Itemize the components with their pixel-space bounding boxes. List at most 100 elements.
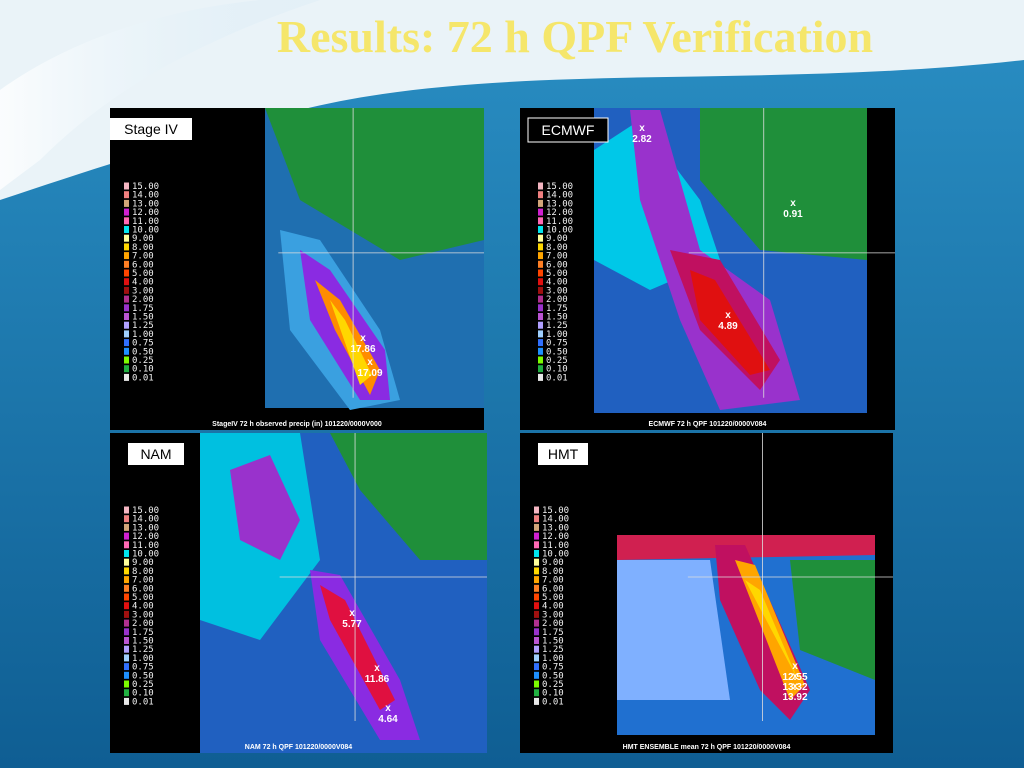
map-panel: 15.0014.0013.0012.0011.0010.009.008.007.… — [520, 108, 895, 430]
max-value: 4.89 — [718, 321, 738, 332]
legend-swatch — [534, 663, 539, 671]
legend-label: 15.00 — [132, 506, 159, 516]
legend-label: 13.00 — [132, 523, 159, 533]
legend-label: 4.00 — [542, 602, 564, 612]
legend-label: 0.01 — [542, 697, 564, 707]
legend-label: 5.00 — [132, 269, 154, 279]
legend-swatch — [124, 689, 129, 697]
max-value: 13.32 — [782, 682, 807, 693]
legend-swatch — [124, 313, 129, 320]
panel-label: HMT — [548, 446, 579, 462]
legend-swatch — [124, 515, 129, 523]
max-value: 17.86 — [350, 344, 375, 355]
legend-label: 1.25 — [542, 645, 564, 655]
precip-area — [330, 300, 372, 385]
precip-area — [230, 455, 300, 560]
state-borders — [688, 108, 895, 398]
legend-swatch — [534, 680, 539, 688]
legend-swatch — [124, 243, 129, 251]
legend-swatch — [124, 532, 129, 540]
legend-swatch — [534, 602, 539, 610]
legend-swatch — [534, 584, 539, 592]
legend-label: 1.00 — [546, 330, 568, 340]
max-value: 2.82 — [632, 134, 652, 145]
legend-label: 9.00 — [542, 558, 564, 568]
precip-area — [320, 585, 395, 710]
panel-label: NAM — [140, 446, 171, 462]
legend-swatch — [538, 295, 543, 303]
legend-swatch — [124, 610, 129, 618]
legend-label: 2.00 — [546, 295, 568, 305]
legend-swatch — [538, 356, 543, 364]
legend-swatch — [538, 217, 543, 225]
legend-label: 13.00 — [546, 199, 573, 209]
legend-label: 1.25 — [132, 645, 154, 655]
legend-swatch — [534, 697, 539, 705]
legend-swatch — [534, 515, 539, 523]
legend-label: 13.00 — [132, 199, 159, 209]
legend-label: 12.00 — [542, 532, 569, 542]
legend-label: 2.00 — [132, 295, 154, 305]
legend-swatch — [124, 619, 129, 627]
legend-label: 14.00 — [132, 191, 159, 201]
legend-swatch — [124, 628, 129, 636]
legend-label: 6.00 — [132, 584, 154, 594]
legend-label: 0.75 — [132, 663, 154, 673]
legend-label: 0.10 — [132, 689, 154, 699]
legend-label: 9.00 — [546, 234, 568, 244]
legend-label: 6.00 — [132, 260, 154, 270]
legend-swatch — [124, 506, 129, 514]
legend-swatch — [124, 226, 129, 233]
legend-label: 7.00 — [132, 576, 154, 586]
legend-label: 3.00 — [542, 610, 564, 620]
legend-label: 11.00 — [132, 217, 159, 227]
legend-swatch — [124, 373, 129, 381]
panel-label: Stage IV — [124, 121, 178, 137]
legend-label: 4.00 — [546, 278, 568, 288]
legend-swatch — [534, 628, 539, 636]
legend-swatch — [124, 576, 129, 584]
legend-swatch — [124, 339, 129, 347]
legend-label: 0.10 — [542, 689, 564, 699]
max-marker: x — [792, 681, 798, 692]
legend-swatch — [534, 550, 539, 557]
legend-label: 5.00 — [546, 269, 568, 279]
legend-label: 6.00 — [546, 260, 568, 270]
legend-label: 1.75 — [546, 304, 568, 314]
legend-swatch — [124, 191, 129, 199]
legend-label: 8.00 — [132, 567, 154, 577]
legend-swatch — [124, 602, 129, 610]
legend-label: 0.50 — [542, 671, 564, 681]
state-borders — [687, 433, 893, 721]
state-borders — [278, 108, 484, 398]
legend-swatch — [534, 558, 539, 566]
legend-label: 1.50 — [132, 313, 154, 323]
legend-label: 14.00 — [132, 515, 159, 525]
legend-swatch — [534, 506, 539, 514]
legend-swatch — [534, 593, 539, 601]
legend-label: 11.00 — [542, 541, 569, 551]
legend-swatch — [124, 637, 129, 644]
legend-swatch — [538, 321, 543, 329]
max-value: 17.09 — [357, 368, 382, 379]
legend-label: 15.00 — [132, 182, 159, 192]
legend-swatch — [538, 243, 543, 251]
legend-swatch — [124, 234, 129, 242]
max-marker: x — [349, 608, 355, 619]
legend-label: 0.01 — [132, 373, 154, 383]
legend-swatch — [124, 663, 129, 671]
legend-swatch — [124, 199, 129, 207]
max-value: 11.86 — [365, 674, 390, 685]
legend-label: 9.00 — [132, 234, 154, 244]
legend-swatch — [538, 234, 543, 242]
precip-area — [735, 560, 805, 700]
max-marker: x — [792, 671, 798, 682]
precip-area — [700, 108, 867, 260]
legend-swatch — [124, 269, 129, 277]
legend-swatch — [124, 217, 129, 225]
legend-swatch — [534, 576, 539, 584]
legend-swatch — [538, 278, 543, 286]
legend-swatch — [124, 321, 129, 329]
legend-label: 8.00 — [546, 243, 568, 253]
